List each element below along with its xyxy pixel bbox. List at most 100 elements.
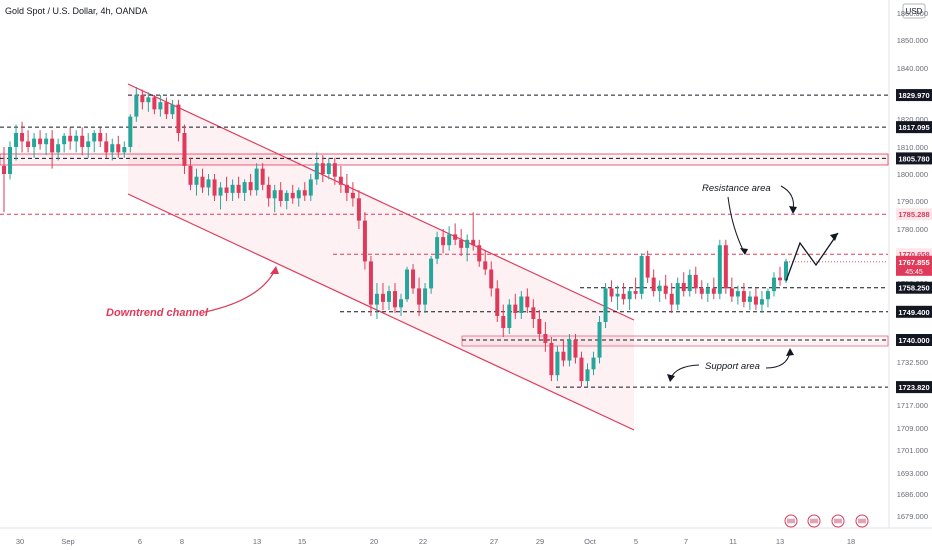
price-level-tag-box — [896, 305, 932, 318]
candle — [116, 135, 121, 158]
candle-body — [771, 277, 776, 292]
candle — [729, 277, 734, 302]
candle — [374, 283, 379, 319]
current-price-box — [896, 255, 932, 276]
candle — [531, 299, 536, 328]
y-tick-label: 1679.000 — [897, 512, 928, 521]
candle-body — [471, 239, 476, 246]
candle — [98, 127, 103, 147]
candle — [146, 92, 151, 112]
candle-body — [507, 304, 512, 328]
candle-body — [266, 184, 271, 199]
price-level-tag-text: 1758.250 — [898, 284, 929, 293]
candle — [405, 266, 410, 302]
candle — [140, 89, 145, 110]
candle — [302, 182, 307, 201]
price-level-tag: 1785.288 — [896, 208, 932, 221]
candle — [212, 174, 217, 201]
candle-body — [80, 135, 85, 147]
x-tick-label: 7 — [684, 537, 688, 546]
y-tick-label: 1840.000 — [897, 64, 928, 73]
candle-body — [759, 299, 764, 305]
y-tick-label: 1820.000 — [897, 115, 928, 124]
candle — [182, 124, 187, 174]
candle — [368, 256, 373, 316]
candle-body — [98, 133, 103, 142]
candle — [74, 130, 79, 153]
candle — [513, 293, 518, 319]
candle-body — [753, 296, 758, 305]
candle — [320, 155, 325, 183]
x-tick-label: 27 — [490, 537, 498, 546]
candle-body — [615, 293, 620, 297]
candle — [200, 168, 205, 193]
economic-event-flag — [807, 514, 821, 528]
candle-body — [603, 288, 608, 322]
currency-label: USD — [906, 7, 923, 16]
candle-body — [140, 95, 145, 103]
candle-body — [320, 163, 325, 174]
candle-body — [765, 291, 770, 300]
resistance-arrow-left — [727, 196, 745, 253]
currency-badge-box — [902, 3, 926, 19]
candle-body — [260, 168, 265, 185]
candle-body — [453, 234, 458, 240]
candle — [543, 322, 548, 352]
candle-body — [489, 269, 494, 289]
economic-event-flag — [855, 514, 869, 528]
candle-body — [675, 283, 680, 305]
candle — [393, 283, 397, 313]
candle-body — [657, 285, 662, 292]
candle — [495, 280, 500, 322]
candle-body — [332, 163, 337, 177]
candle-body — [447, 234, 452, 246]
candle — [537, 310, 542, 340]
y-tick-label: 1709.000 — [897, 424, 928, 433]
candle — [711, 277, 716, 300]
candle-body — [68, 135, 73, 142]
candle — [110, 138, 115, 161]
countdown-text: 45:45 — [905, 269, 923, 276]
candle — [759, 291, 764, 313]
candle-body — [741, 291, 746, 302]
candle-body — [645, 256, 650, 278]
candle — [735, 285, 740, 305]
candle-body — [717, 245, 722, 294]
candle — [717, 239, 722, 300]
y-tick-label: 1850.000 — [897, 36, 928, 45]
candle-body — [158, 102, 163, 110]
candle-body — [50, 138, 55, 153]
candle — [20, 121, 25, 153]
candle-body — [567, 340, 572, 361]
candle — [777, 266, 782, 286]
candle-body — [290, 192, 295, 199]
current-price-text: 1767.855 — [898, 258, 929, 267]
candle-body — [435, 237, 440, 259]
candle-body — [651, 277, 656, 292]
candle — [218, 182, 223, 210]
candle — [284, 190, 289, 210]
candle-body — [477, 245, 482, 262]
candle-body — [62, 135, 67, 145]
price-level-tag-box — [896, 248, 932, 261]
candle — [489, 261, 494, 297]
channel-fill — [128, 84, 634, 430]
candle — [603, 283, 608, 328]
candle-body — [110, 144, 115, 153]
candle — [579, 351, 584, 387]
candle — [128, 114, 133, 153]
candle — [753, 288, 758, 310]
event-flag-icon — [787, 518, 795, 524]
candle — [380, 283, 385, 310]
candle-body — [296, 190, 301, 199]
candle-body — [194, 176, 199, 185]
candle-body — [729, 288, 734, 297]
candle — [80, 127, 85, 156]
candle-body — [561, 351, 566, 361]
price-level-tag-text: 1770.658 — [898, 250, 929, 259]
y-tick-label: 1810.000 — [897, 143, 928, 152]
candle — [699, 280, 704, 300]
candle — [657, 280, 662, 302]
candle-body — [38, 138, 43, 145]
